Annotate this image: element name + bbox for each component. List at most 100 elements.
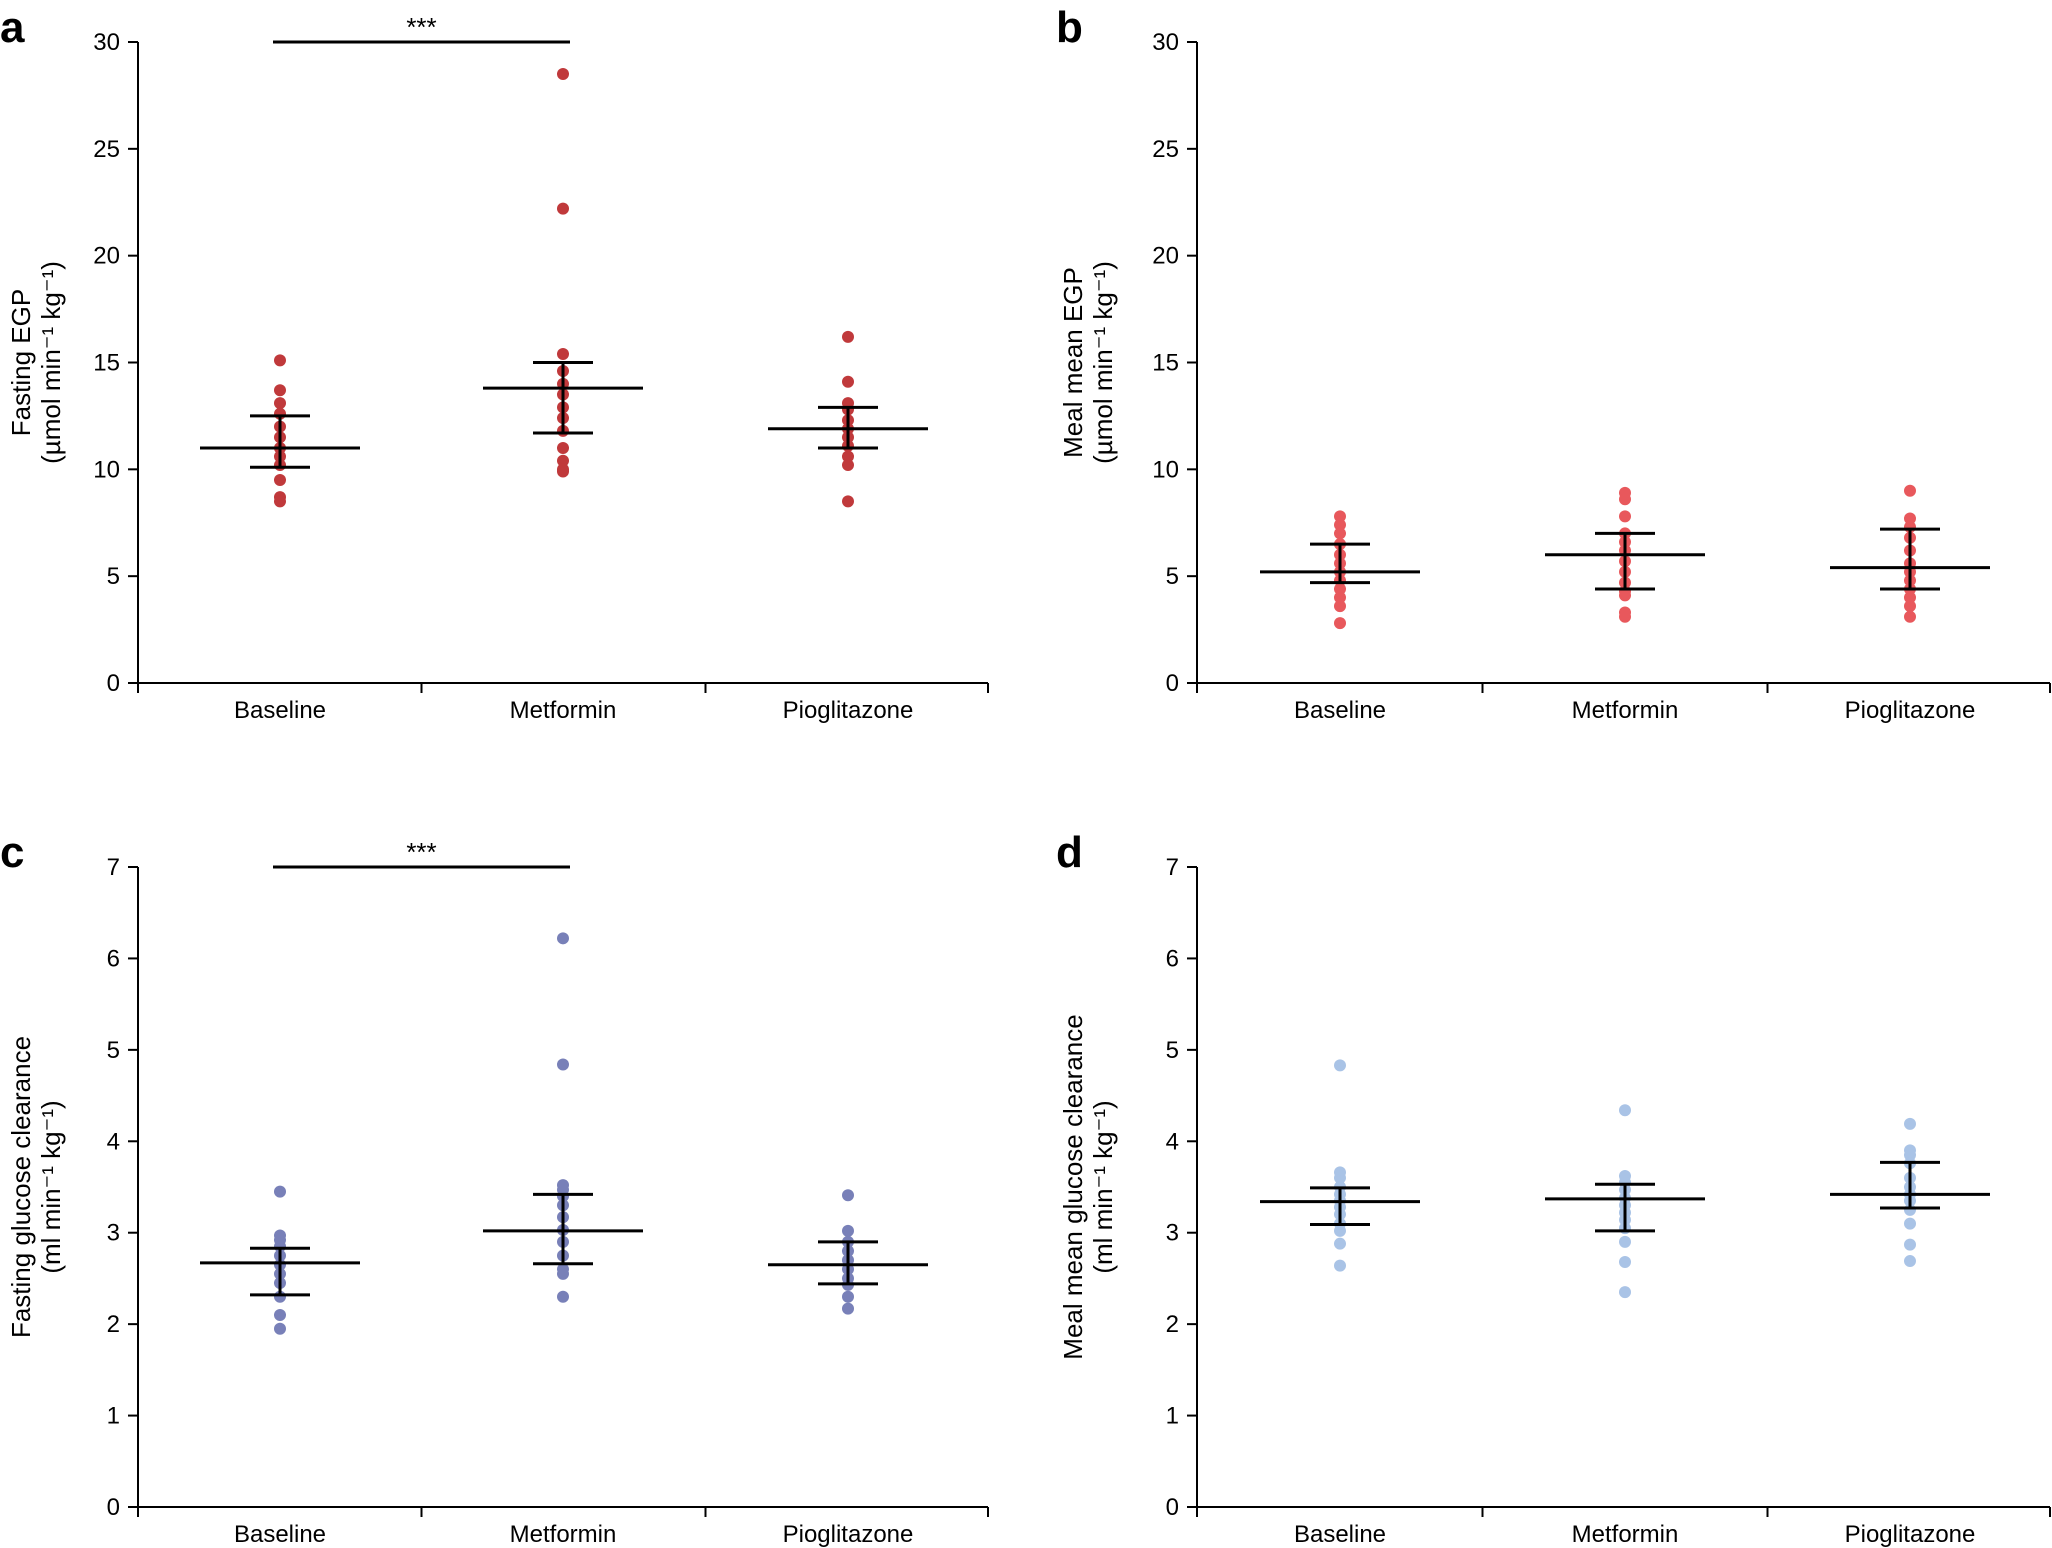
y-tick-label: 0	[107, 1494, 120, 1521]
y-tick-label: 4	[107, 1128, 120, 1155]
data-point	[557, 202, 569, 215]
panel-a: a 0 5 10 15 20 25 30 Baseline Metformin Pioglitazo…	[0, 3, 989, 724]
y-tick-label: 5	[1166, 563, 1179, 590]
data-point	[557, 454, 569, 467]
x-tick-label: Baseline	[1294, 1521, 1386, 1548]
data-point	[842, 1224, 854, 1237]
data-point	[842, 1302, 854, 1315]
y-tick-label: 25	[1152, 136, 1179, 163]
data-point	[1334, 582, 1346, 595]
data-point	[842, 330, 854, 343]
y-tick-label: 2	[107, 1311, 120, 1338]
data-point	[1619, 1235, 1631, 1248]
y-tick-label: 3	[107, 1220, 120, 1247]
data-point	[1904, 1217, 1916, 1230]
y-tick-label: 4	[1166, 1128, 1179, 1155]
data-point	[1619, 510, 1631, 523]
y-tick-label: 2	[1166, 1311, 1179, 1338]
x-tick-label: Metformin	[510, 1521, 617, 1548]
group-pioglitazone	[1830, 1117, 1990, 1268]
group-pioglitazone	[1830, 484, 1990, 623]
group-metformin	[1545, 486, 1705, 623]
y-tick-label: 15	[93, 350, 120, 377]
data-point	[1904, 610, 1916, 623]
panel-label: c	[0, 828, 24, 877]
data-point	[1619, 589, 1631, 602]
data-point	[1334, 527, 1346, 540]
data-point	[1334, 600, 1346, 613]
data-point	[1904, 1149, 1916, 1161]
significance-label: ***	[406, 837, 436, 867]
x-tick-label: Metformin	[1572, 1521, 1679, 1548]
data-point	[1904, 1117, 1916, 1130]
y-tick-label: 7	[107, 854, 120, 881]
y-axis-label: Meal mean EGP	[1058, 267, 1088, 458]
y-tick-label: 20	[93, 243, 120, 270]
y-tick-label: 0	[107, 670, 120, 697]
data-point	[1334, 1059, 1346, 1072]
group-pioglitazone	[768, 1189, 928, 1315]
group-pioglitazone	[768, 330, 928, 508]
data-point	[557, 68, 569, 81]
y-tick-label: 0	[1166, 1494, 1179, 1521]
group-baseline	[1260, 1059, 1420, 1272]
data-point	[1334, 518, 1346, 531]
data-point	[1334, 617, 1346, 630]
y-axis-label: (µmol min⁻¹ kg⁻¹)	[36, 261, 66, 464]
data-point	[1619, 1255, 1631, 1268]
data-point	[1904, 591, 1916, 604]
group-metformin	[1545, 1104, 1705, 1299]
data-point	[1334, 1224, 1346, 1237]
data-point	[557, 347, 569, 360]
x-tick-label: Metformin	[510, 697, 617, 724]
y-tick-label: 30	[1152, 29, 1179, 56]
group-baseline	[1260, 510, 1420, 630]
x-tick-label: Metformin	[1572, 697, 1679, 724]
y-tick-label: 20	[1152, 243, 1179, 270]
panel-d: d 0 1 2 3 4 5 6 7 Baseline Metformin Pioglitazone Me…	[1056, 828, 2051, 1548]
y-tick-label: 7	[1166, 854, 1179, 881]
data-point	[842, 1290, 854, 1303]
data-point	[1904, 484, 1916, 497]
y-tick-label: 5	[1166, 1037, 1179, 1064]
group-baseline	[200, 354, 360, 508]
y-tick-label: 10	[1152, 456, 1179, 483]
y-tick-label: 30	[93, 29, 120, 56]
x-tick-label: Baseline	[234, 1521, 326, 1548]
group-baseline	[200, 1185, 360, 1335]
data-point	[842, 459, 854, 472]
data-point	[1904, 1255, 1916, 1268]
data-point	[1334, 591, 1346, 604]
y-axis-label: (ml min⁻¹ kg⁻¹)	[36, 1100, 66, 1273]
panel-label: d	[1056, 828, 1083, 877]
data-point	[557, 1290, 569, 1303]
panel-label: a	[0, 3, 25, 52]
group-metformin	[483, 68, 643, 478]
y-tick-label: 5	[107, 1037, 120, 1064]
data-point	[274, 354, 286, 367]
data-point	[557, 465, 569, 478]
data-point	[842, 1189, 854, 1202]
group-metformin	[483, 932, 643, 1303]
y-tick-label: 0	[1166, 670, 1179, 697]
data-point	[842, 495, 854, 508]
significance-label: ***	[406, 12, 436, 42]
data-point	[1904, 1238, 1916, 1251]
y-tick-label: 1	[107, 1403, 120, 1430]
panel-label: b	[1056, 3, 1083, 52]
data-point	[1334, 1171, 1346, 1184]
panel-c: c 0 1 2 3 4 5 6 7 Baseline Metformin Pioglitazone Fa…	[0, 828, 989, 1548]
y-tick-label: 6	[1166, 945, 1179, 972]
data-point	[274, 397, 286, 410]
y-tick-label: 10	[93, 456, 120, 483]
x-tick-label: Pioglitazone	[783, 697, 914, 724]
data-point	[1334, 510, 1346, 523]
data-point	[557, 1267, 569, 1280]
y-axis-label: Fasting glucose clearance	[6, 1036, 36, 1338]
data-point	[274, 474, 286, 487]
data-point	[1619, 1286, 1631, 1299]
data-point	[274, 1322, 286, 1335]
y-tick-label: 25	[93, 136, 120, 163]
x-tick-label: Pioglitazone	[1845, 697, 1976, 724]
y-tick-label: 6	[107, 945, 120, 972]
